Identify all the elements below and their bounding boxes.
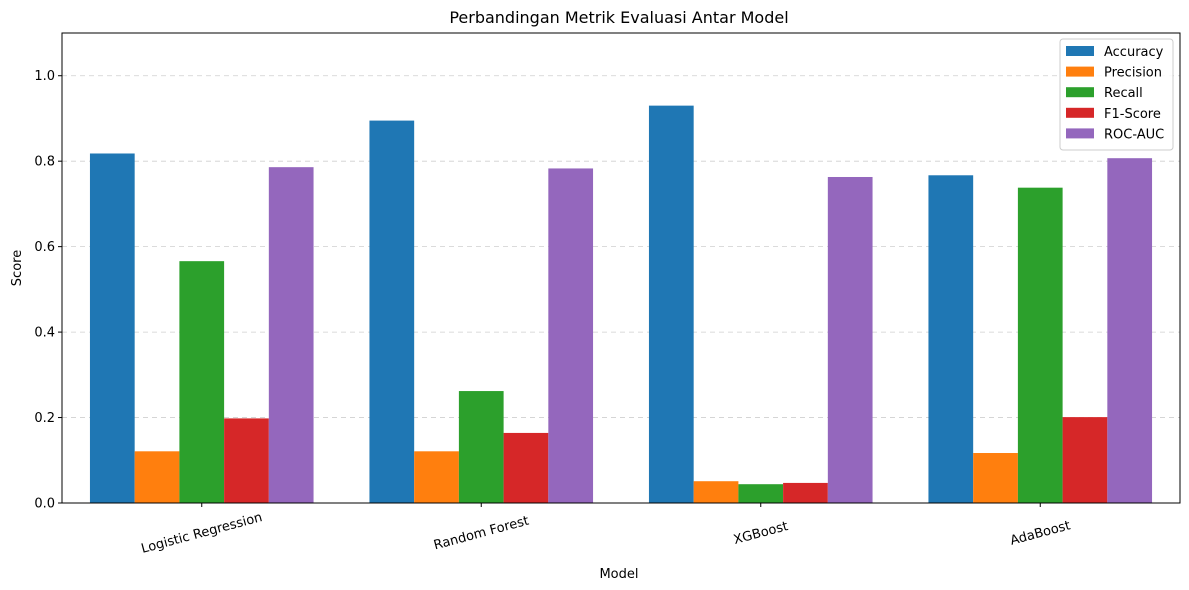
- bar: [89, 153, 135, 503]
- x-tick-label: XGBoost: [732, 519, 790, 548]
- legend-label: Precision: [1104, 66, 1162, 81]
- y-tick-label: 1.0: [34, 69, 55, 84]
- legend-label: Recall: [1104, 86, 1143, 101]
- bar: [783, 482, 828, 503]
- bar: [458, 391, 504, 503]
- bar: [1062, 417, 1108, 503]
- bar: [268, 167, 314, 503]
- bar: [134, 451, 180, 503]
- plot-frame: [61, 32, 1181, 504]
- bar: [827, 176, 873, 503]
- bar: [648, 105, 694, 504]
- legend-swatch: [1066, 46, 1094, 56]
- x-tick-label: Random Forest: [432, 514, 530, 554]
- x-axis-label: Model: [599, 567, 638, 582]
- bar: [548, 168, 594, 504]
- legend: Accuracy Precision Recall F1-Score ROC-AUC: [1059, 38, 1174, 151]
- bar: [928, 175, 974, 504]
- y-tick-label: 0.4: [34, 326, 55, 341]
- bar: [369, 120, 415, 503]
- legend-label: F1-Score: [1104, 107, 1161, 122]
- bar: [693, 481, 739, 503]
- legend-label: Accuracy: [1104, 45, 1164, 60]
- chart-title: Perbandingan Metrik Evaluasi Antar Model: [449, 8, 788, 27]
- y-axis-ticks: 0.0 0.2 0.4 0.6 0.8 1.0: [34, 69, 62, 512]
- bar: [224, 418, 269, 503]
- x-tick-label: Logistic Regression: [140, 510, 264, 557]
- y-axis-label: Score: [10, 250, 25, 286]
- y-tick-label: 0.6: [34, 240, 55, 255]
- bar: [973, 453, 1018, 503]
- y-tick-label: 0.8: [34, 155, 55, 170]
- y-tick-label: 0.0: [34, 497, 55, 512]
- bars: [89, 105, 1153, 504]
- bar: [1107, 158, 1153, 503]
- x-axis-ticks: Logistic Regression Random Forest XGBoost A…: [140, 503, 1072, 557]
- legend-swatch: [1066, 66, 1094, 77]
- legend-swatch: [1066, 87, 1094, 98]
- bar: [179, 261, 225, 503]
- legend-label: ROC-AUC: [1104, 127, 1164, 142]
- bar: [414, 451, 459, 503]
- x-tick-label: AdaBoost: [1009, 518, 1072, 548]
- bar: [738, 484, 784, 503]
- y-tick-label: 0.2: [34, 411, 55, 426]
- bar: [1017, 187, 1063, 503]
- legend-swatch: [1066, 128, 1094, 139]
- legend-swatch: [1066, 107, 1094, 118]
- bar: [503, 432, 549, 503]
